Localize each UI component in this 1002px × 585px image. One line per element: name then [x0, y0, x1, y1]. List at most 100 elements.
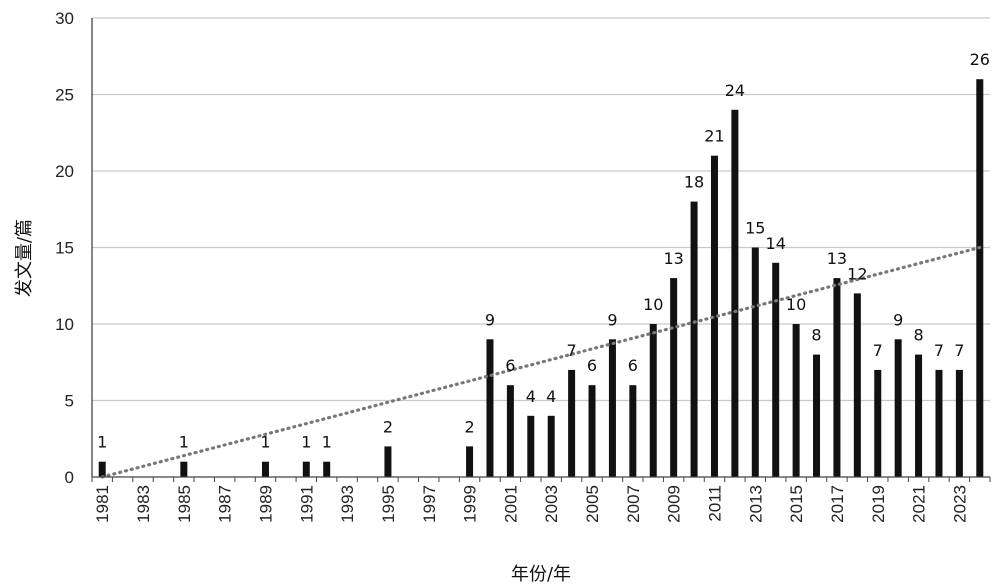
- y-tick-label: 5: [65, 392, 74, 411]
- bar-2005: [588, 385, 596, 477]
- trendline: [100, 245, 982, 479]
- bar-2022: [935, 369, 943, 477]
- x-tick-label: 1989: [256, 485, 275, 523]
- bar-2009: [670, 278, 678, 477]
- bar-2019: [874, 369, 882, 477]
- data-label: 13: [663, 249, 683, 268]
- bar-1981: [98, 461, 106, 477]
- data-label: 26: [970, 50, 990, 69]
- x-tick-label: 1993: [338, 485, 357, 523]
- data-label: 13: [827, 249, 847, 268]
- data-label: 1: [301, 433, 311, 452]
- data-label: 7: [934, 341, 944, 360]
- bar-2018: [853, 293, 861, 477]
- data-label: 9: [485, 310, 495, 329]
- bar-2013: [751, 247, 759, 477]
- bar-2021: [915, 354, 923, 477]
- data-label: 2: [464, 417, 474, 436]
- bar-2008: [649, 324, 657, 477]
- data-label: 1: [322, 433, 332, 452]
- data-label: 4: [526, 387, 536, 406]
- bar-2015: [792, 324, 800, 477]
- bar-2017: [833, 278, 841, 477]
- data-label: 9: [607, 310, 617, 329]
- data-label: 15: [745, 219, 765, 238]
- y-tick-label: 0: [65, 468, 74, 487]
- x-axis-title: 年份/年: [511, 564, 571, 585]
- data-label: 10: [786, 295, 806, 314]
- trendline-path: [100, 245, 982, 479]
- bar-2012: [731, 109, 739, 478]
- data-label: 6: [628, 356, 638, 375]
- y-tick-label: 30: [55, 9, 74, 28]
- x-tick-label: 2017: [828, 485, 847, 523]
- data-label: 8: [811, 326, 821, 345]
- bar-2020: [894, 339, 902, 477]
- bar-2023: [955, 369, 963, 477]
- y-tick-label: 20: [55, 162, 74, 181]
- x-tick-label: 2013: [746, 485, 765, 523]
- data-label: 1: [97, 433, 107, 452]
- data-label: 7: [567, 341, 577, 360]
- x-tick-label: 1985: [175, 485, 194, 523]
- data-label: 6: [587, 356, 597, 375]
- data-label: 6: [505, 356, 515, 375]
- x-tick-label: 2019: [869, 485, 888, 523]
- data-label: 21: [704, 127, 724, 146]
- data-label: 1: [179, 433, 189, 452]
- x-tick-label: 1983: [134, 485, 153, 523]
- bar-1999: [466, 446, 474, 477]
- y-tick-label: 15: [55, 239, 74, 258]
- x-tick-label: 2011: [705, 485, 724, 522]
- bar-1985: [180, 461, 188, 477]
- data-label: 1: [260, 433, 270, 452]
- bar-2010: [690, 201, 698, 477]
- x-tick-label: 1995: [379, 485, 398, 523]
- x-tick-label: 2005: [583, 485, 602, 523]
- y-axis-title: 发文量/篇: [14, 219, 35, 297]
- bar-2024: [976, 79, 984, 477]
- bar-2014: [772, 262, 780, 477]
- bar-1992: [323, 461, 331, 477]
- bar-2007: [629, 385, 637, 477]
- y-tick-label: 10: [55, 315, 74, 334]
- x-tick-label: 1981: [93, 485, 112, 523]
- bar-2004: [568, 369, 576, 477]
- data-label: 4: [546, 387, 556, 406]
- x-tick-label: 2015: [787, 485, 806, 523]
- bar-2016: [813, 354, 821, 477]
- x-tick-label: 2007: [624, 485, 643, 523]
- x-tick-label: 2023: [950, 485, 969, 523]
- x-tick-label: 1987: [216, 485, 235, 523]
- x-tick-label: 1997: [420, 485, 439, 523]
- x-tick-label: 2009: [665, 485, 684, 523]
- bar-1991: [302, 461, 310, 477]
- data-label: 24: [725, 81, 745, 100]
- data-label: 8: [913, 326, 923, 345]
- bar-2011: [710, 155, 718, 477]
- data-label: 12: [847, 264, 867, 283]
- bar-1995: [384, 446, 392, 477]
- data-label: 2: [383, 417, 393, 436]
- x-tick-label: 1999: [461, 485, 480, 523]
- data-label: 7: [873, 341, 883, 360]
- bar-2001: [506, 385, 514, 477]
- data-label: 9: [893, 310, 903, 329]
- bars: [98, 79, 984, 478]
- y-tick-label: 25: [55, 86, 74, 105]
- x-tick-label: 2021: [910, 485, 929, 523]
- x-tick-label: 2003: [542, 485, 561, 523]
- x-tick-label: 1991: [297, 485, 316, 523]
- data-label: 14: [766, 234, 786, 253]
- bar-2000: [486, 339, 494, 477]
- x-tick-label: 2001: [501, 485, 520, 523]
- bar-2002: [527, 415, 535, 477]
- bar-1989: [261, 461, 269, 477]
- data-label: 10: [643, 295, 663, 314]
- bar-2006: [608, 339, 616, 477]
- bar-2003: [547, 415, 555, 477]
- data-label: 7: [954, 341, 964, 360]
